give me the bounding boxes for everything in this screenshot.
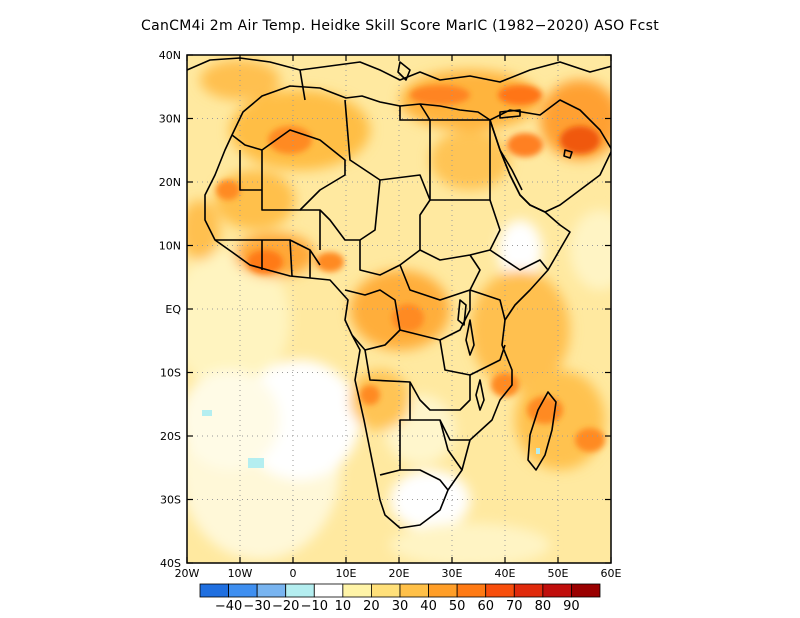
colorbar-swatch bbox=[571, 583, 601, 598]
lon-tick-label: 60E bbox=[601, 567, 622, 580]
lat-tick-label: 40S bbox=[160, 557, 181, 570]
lon-tick-label: 20W bbox=[175, 567, 200, 580]
colorbar-label: 60 bbox=[477, 599, 494, 614]
colorbar-swatch bbox=[399, 583, 429, 598]
colorbar-swatch bbox=[342, 583, 372, 598]
negative-patch bbox=[536, 448, 540, 454]
colorbar-label: 20 bbox=[363, 599, 380, 614]
country-borders bbox=[187, 57, 611, 529]
colorbar-label: 30 bbox=[392, 599, 409, 614]
skill-field bbox=[187, 55, 611, 563]
colorbar-label: 80 bbox=[535, 599, 552, 614]
lat-tick-label: 30N bbox=[159, 113, 181, 126]
lon-tick-label: 10E bbox=[336, 567, 357, 580]
lat-tick-label: 30S bbox=[160, 494, 181, 507]
latitude-axis: 40N 30N 20N 10N EQ 10S 20S 30S 40S bbox=[159, 49, 611, 570]
colorbar-label: 40 bbox=[420, 599, 437, 614]
colorbar-swatch bbox=[485, 583, 515, 598]
lon-tick-label: 50E bbox=[548, 567, 569, 580]
lon-tick-label: 20E bbox=[389, 567, 410, 580]
lat-tick-label: 20N bbox=[159, 176, 181, 189]
colorbar-label: −10 bbox=[301, 599, 328, 614]
colorbar-label: 10 bbox=[335, 599, 352, 614]
colorbar-swatch bbox=[313, 583, 344, 598]
colorbar-swatch bbox=[371, 583, 401, 598]
colorbar-swatch bbox=[285, 583, 315, 598]
lat-tick-label: 40N bbox=[159, 49, 181, 62]
colorbar-swatch bbox=[256, 583, 287, 598]
colorbar-swatch bbox=[199, 583, 229, 598]
colorbar-label: 70 bbox=[506, 599, 523, 614]
colorbar: −40 −30 −20 −10 10 20 30 40 50 60 70 80 90 bbox=[199, 583, 601, 614]
lat-tick-label: 20S bbox=[160, 430, 181, 443]
colorbar-swatch bbox=[513, 583, 544, 598]
longitude-axis: 20W 10W 0 10E 20E 30E 40E 50E 60E bbox=[175, 55, 622, 580]
lat-tick-label: 10N bbox=[159, 240, 181, 253]
lat-tick-label: EQ bbox=[165, 303, 181, 316]
negative-patch bbox=[248, 458, 264, 468]
lon-tick-label: 0 bbox=[290, 567, 297, 580]
colorbar-swatch bbox=[456, 583, 487, 598]
lon-tick-label: 10W bbox=[228, 567, 253, 580]
colorbar-swatch bbox=[228, 583, 258, 598]
colorbar-label: −20 bbox=[272, 599, 299, 614]
lon-tick-label: 30E bbox=[442, 567, 463, 580]
map-title: CanCM4i 2m Air Temp. Heidke Skill Score … bbox=[141, 18, 659, 34]
colorbar-label: 90 bbox=[563, 599, 580, 614]
colorbar-label: −40 bbox=[215, 599, 242, 614]
gridlines bbox=[187, 55, 611, 563]
colorbar-swatch bbox=[542, 583, 572, 598]
colorbar-label: 50 bbox=[449, 599, 466, 614]
negative-patch bbox=[202, 410, 212, 416]
lon-tick-label: 40E bbox=[495, 567, 516, 580]
colorbar-label: −30 bbox=[243, 599, 270, 614]
colorbar-swatch bbox=[428, 583, 458, 598]
lat-tick-label: 10S bbox=[160, 367, 181, 380]
